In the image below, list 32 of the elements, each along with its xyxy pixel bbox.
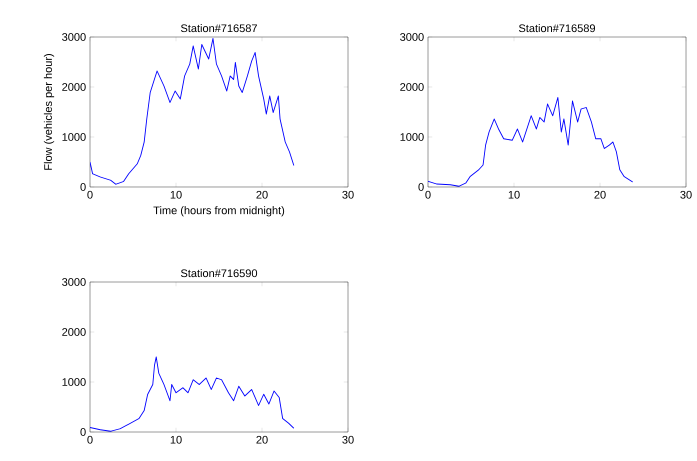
x-tick-label: 0 <box>87 436 93 444</box>
y-axis-title: Flow (vehicles per hour) <box>44 54 54 170</box>
y-tick-label: 1000 <box>400 133 424 141</box>
y-tick-label: 1000 <box>62 378 86 386</box>
chart-title: Station#716590 <box>180 269 258 278</box>
x-tick-label: 30 <box>342 190 354 199</box>
y-tick-label: 3000 <box>62 278 86 286</box>
x-tick-label: 30 <box>680 190 692 199</box>
x-axis-title: Time (hours from midnight) <box>153 206 284 216</box>
x-tick-label: 20 <box>594 190 606 199</box>
y-tick-label: 0 <box>418 183 424 191</box>
x-tick-label: 10 <box>508 190 520 199</box>
line-series <box>90 38 294 185</box>
y-tick-label: 1000 <box>62 133 86 141</box>
y-tick-label: 0 <box>80 183 86 191</box>
x-tick-label: 30 <box>342 436 354 444</box>
y-tick-label: 2000 <box>62 328 86 336</box>
line-series <box>428 97 634 187</box>
y-tick-label: 2000 <box>400 83 424 91</box>
x-tick-label: 0 <box>87 190 93 199</box>
chart-title: Station#716589 <box>518 24 596 32</box>
x-tick-label: 10 <box>170 436 182 444</box>
y-tick-label: 2000 <box>62 83 86 91</box>
x-tick-label: 10 <box>170 190 182 199</box>
chart-title: Station#716587 <box>180 24 257 32</box>
line-series <box>90 356 294 432</box>
x-tick-label: 20 <box>256 190 268 199</box>
x-tick-label: 20 <box>256 436 268 444</box>
y-tick-label: 3000 <box>62 33 86 41</box>
x-tick-label: 0 <box>425 190 431 199</box>
y-tick-label: 3000 <box>400 33 424 41</box>
y-tick-label: 0 <box>80 428 86 436</box>
